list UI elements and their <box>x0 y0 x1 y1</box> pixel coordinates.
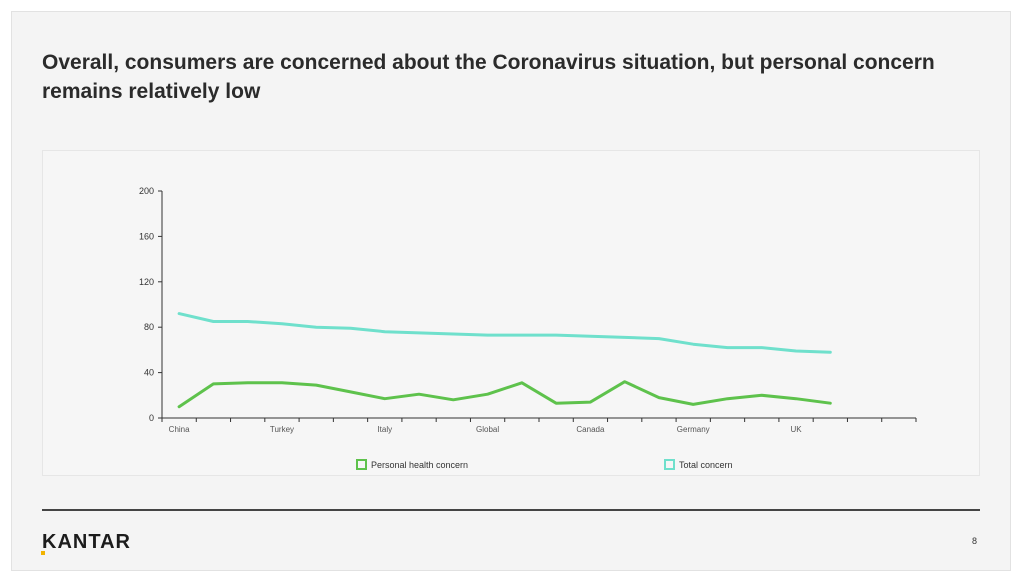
y-tick-label: 200 <box>139 186 154 196</box>
line-chart: 0 40 80 120 160 200 China Turkey Italy Global Can… <box>139 186 917 470</box>
x-tick-label: Canada <box>576 425 605 434</box>
y-tick-label: 80 <box>144 322 154 332</box>
legend-label: Total concern <box>679 460 733 470</box>
y-tick-label: 160 <box>139 231 154 241</box>
x-tick-label: UK <box>790 425 802 434</box>
x-tick-label: Germany <box>677 425 710 434</box>
legend-swatch <box>356 459 367 470</box>
series-lines <box>177 312 832 409</box>
footer-divider <box>42 509 980 511</box>
x-tick-label: China <box>169 425 190 434</box>
slide-title: Overall, consumers are concerned about t… <box>42 51 935 103</box>
legend-swatch <box>664 459 675 470</box>
slide: Overall, consumers are concerned about t… <box>11 11 1011 571</box>
kantar-logo: KANTAR <box>41 531 131 555</box>
series-line-total-concern <box>177 312 832 354</box>
y-axis: 0 40 80 120 160 200 <box>139 186 163 423</box>
x-tick-label: Global <box>476 425 499 434</box>
page-number: 8 <box>972 536 978 546</box>
logo-text: KANTAR <box>42 531 131 553</box>
legend-label: Personal health concern <box>371 460 468 470</box>
y-tick-label: 40 <box>144 368 154 378</box>
legend: Personal health concern Total concern <box>356 459 733 470</box>
y-tick-label: 0 <box>149 413 154 423</box>
x-tick-label: Turkey <box>270 425 294 434</box>
x-axis: China Turkey Italy Global Canada Germany UK <box>161 417 917 434</box>
series-line-personal-health-concern <box>177 380 832 409</box>
x-tick-label: Italy <box>377 425 392 434</box>
y-tick-label: 120 <box>139 277 154 287</box>
chart-panel: 0 40 80 120 160 200 China Turkey Italy Global Can… <box>42 150 980 476</box>
